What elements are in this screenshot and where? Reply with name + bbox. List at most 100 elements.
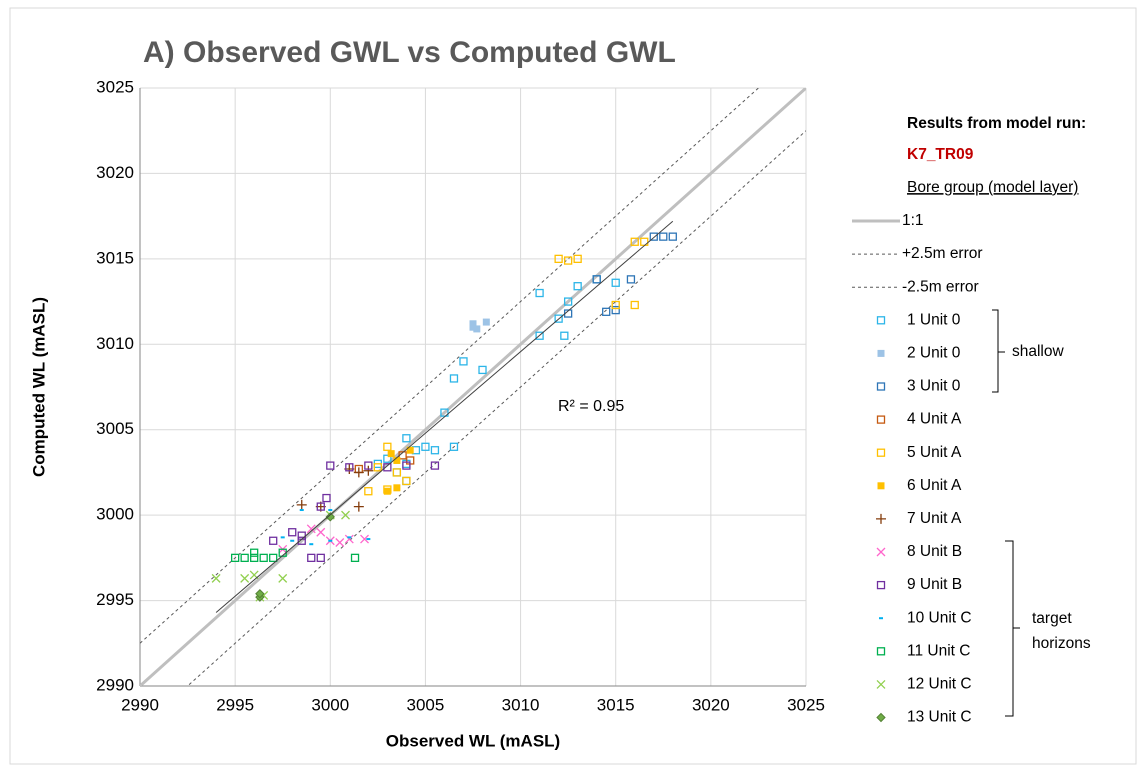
x-tick-label: 3005 [407,695,445,714]
legend-marker [876,382,886,391]
point [478,365,487,375]
point [366,538,371,541]
group-label: horizons [1032,635,1091,652]
point [364,461,373,470]
point [255,589,265,599]
point [563,256,573,265]
point [345,463,354,472]
legend-marker [876,316,886,325]
point [630,300,639,310]
x-tick-label: 3015 [597,695,635,714]
legend-label: 12 Unit C [907,675,972,692]
point [269,553,278,563]
point [326,461,335,470]
point [560,331,569,340]
point [563,297,573,306]
point [430,446,440,455]
point [299,509,304,512]
point [297,536,306,545]
point [573,282,582,291]
legend-marker [876,448,886,457]
legend-marker [876,513,886,524]
bracket-target [1005,540,1020,717]
point [306,524,316,534]
legend-label: 1 Unit 0 [907,311,961,328]
legend-label: 5 Unit A [907,444,962,461]
point [240,553,249,563]
point [269,536,278,545]
legend-label: 2 Unit 0 [907,344,961,361]
point [240,573,250,583]
point [535,331,544,340]
point [363,465,374,476]
point [307,553,316,563]
point [250,553,259,563]
point [602,307,611,316]
point [383,487,391,495]
point [630,237,639,246]
point [341,510,350,520]
point [459,357,468,366]
x-tick-label: 2995 [216,695,254,714]
x-tick-label: 3020 [692,695,730,714]
legend-marker [876,415,886,424]
legend-marker [876,547,886,557]
legend-label: 6 Unit A [907,477,962,494]
legend-marker [876,679,886,689]
legend-label: 3 Unit 0 [907,378,961,395]
x-tick-label: 3010 [502,695,540,714]
point [659,232,668,241]
legend-header: Results from model run: [907,115,1086,132]
point [316,502,325,511]
model-run: K7_TR09 [907,146,974,163]
legend-subheader: Bore group (model layer) [907,179,1078,196]
chart-frame [9,7,1137,765]
legend-label: 13 Unit C [907,709,972,726]
point [211,573,221,583]
point [353,501,364,512]
point [393,484,401,492]
legend-label: 8 Unit B [907,543,962,560]
point [280,536,285,539]
point [535,288,544,298]
legend-marker [876,712,886,723]
chart-title: A) Observed GWL vs Computed GWL [143,36,676,69]
legend-label: 11 Unit C [907,642,970,659]
group-label: target [1032,610,1072,627]
reference-line [186,130,806,686]
point [469,323,477,331]
point [482,318,490,326]
point [259,553,268,563]
legend-label: -2.5m error [902,278,979,295]
point [421,442,430,451]
point [325,512,335,522]
point [626,275,636,284]
point [335,538,345,547]
legend-marker [879,617,883,620]
legend-label: 1:1 [902,212,924,229]
point [309,543,314,546]
r-squared: R² = 0.95 [558,398,624,415]
legend-label: 10 Unit C [907,609,972,626]
point [402,434,411,443]
y-tick-label: 3025 [96,77,134,96]
point [449,374,459,383]
point [383,463,392,472]
point [353,467,364,478]
bracket-shallow [992,309,1005,393]
legend-label: 4 Unit A [907,411,962,428]
point [554,254,563,264]
x-tick-label: 3025 [787,695,825,714]
legend-label: 9 Unit B [907,576,962,593]
legend-label: +2.5m error [902,245,983,262]
point [344,534,354,544]
point [402,461,411,470]
legend-marker [877,349,885,357]
point [611,278,620,287]
point [278,573,288,583]
x-tick-label: 2990 [121,695,159,714]
point [322,493,331,503]
point [383,442,392,451]
y-tick-label: 3010 [96,334,134,353]
